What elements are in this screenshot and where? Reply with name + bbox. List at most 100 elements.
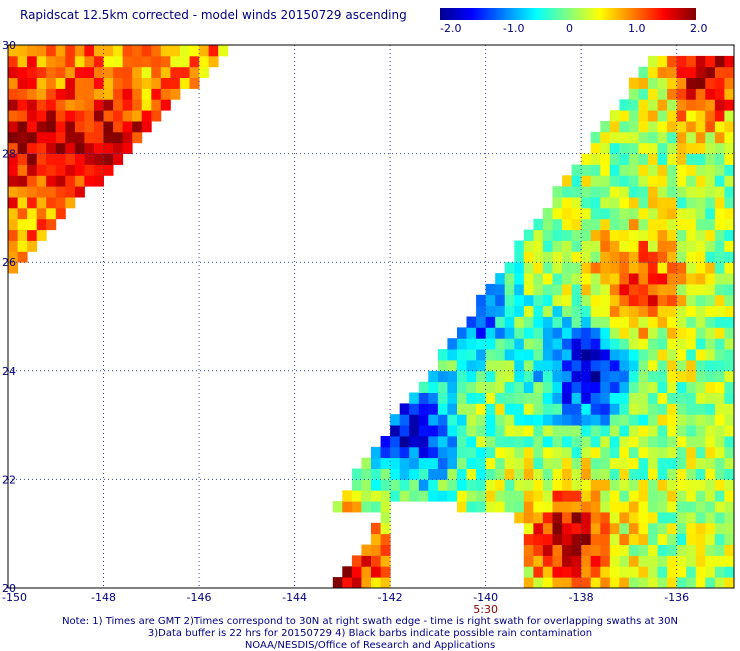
- heatmap-cell: [74, 88, 85, 100]
- heatmap-cell: [55, 142, 66, 154]
- heatmap-cell: [552, 283, 563, 296]
- heatmap-cell: [27, 218, 38, 231]
- heatmap-cell: [542, 370, 553, 383]
- heatmap-cell: [504, 327, 515, 339]
- heatmap-cell: [533, 544, 544, 556]
- heatmap-cell: [27, 153, 38, 165]
- heatmap-cell: [724, 468, 735, 480]
- heatmap-cell: [667, 327, 678, 339]
- heatmap-cell: [542, 207, 553, 220]
- heatmap-cell: [562, 501, 573, 513]
- heatmap-cell: [686, 512, 697, 524]
- heatmap-cell: [695, 251, 706, 263]
- heatmap-cell: [619, 425, 630, 437]
- heatmap-cell: [648, 55, 658, 68]
- heatmap-cell: [705, 142, 716, 154]
- heatmap-cell: [648, 370, 658, 383]
- heatmap-cell: [619, 142, 630, 154]
- heatmap-cell: [724, 283, 735, 296]
- heatmap-cell: [638, 392, 649, 404]
- heatmap-cell: [571, 359, 582, 372]
- heatmap-cell: [533, 512, 544, 524]
- heatmap-cell: [657, 207, 668, 220]
- heatmap-cell: [657, 501, 668, 513]
- heatmap-cell: [714, 512, 725, 524]
- heatmap-cell: [485, 283, 496, 296]
- heatmap-cell: [590, 131, 601, 144]
- y-tick-label: 22: [2, 473, 16, 486]
- heatmap-cell: [714, 436, 725, 448]
- heatmap-cell: [676, 555, 687, 567]
- heatmap-cell: [600, 381, 611, 393]
- heatmap-cell: [466, 359, 477, 372]
- heatmap-cell: [648, 251, 658, 263]
- heatmap-cell: [609, 468, 620, 480]
- heatmap-cell: [695, 555, 706, 567]
- heatmap-cell: [36, 66, 47, 78]
- heatmap-cell: [657, 522, 668, 535]
- heatmap-cell: [122, 77, 133, 89]
- heatmap-cell: [94, 142, 104, 154]
- heatmap-cell: [714, 153, 725, 165]
- heatmap-cell: [371, 533, 381, 545]
- heatmap-cell: [714, 305, 725, 317]
- heatmap-cell: [724, 403, 735, 415]
- heatmap-cell: [695, 403, 706, 415]
- heatmap-cell: [600, 436, 611, 448]
- heatmap-cell: [552, 370, 563, 383]
- heatmap-cell: [667, 66, 678, 78]
- heatmap-cell: [141, 45, 152, 57]
- heatmap-cell: [94, 164, 104, 176]
- heatmap-cell: [533, 555, 544, 567]
- heatmap-cell: [476, 294, 487, 307]
- heatmap-cell: [581, 490, 592, 502]
- heatmap-cell: [667, 512, 678, 524]
- heatmap-cell: [514, 305, 525, 317]
- heatmap-cell: [590, 414, 601, 426]
- heatmap-cell: [724, 251, 735, 263]
- heatmap-cell: [533, 566, 544, 578]
- heatmap-cell: [686, 501, 697, 513]
- heatmap-cell: [714, 446, 725, 459]
- heatmap-cell: [523, 555, 534, 567]
- heatmap-cell: [514, 349, 525, 361]
- heatmap-cell: [676, 55, 687, 68]
- heatmap-cell: [361, 566, 372, 578]
- heatmap-cell: [667, 218, 678, 231]
- heatmap-cell: [648, 392, 658, 404]
- heatmap-cell: [533, 577, 544, 589]
- heatmap-cell: [667, 197, 678, 209]
- heatmap-cell: [590, 436, 601, 448]
- heatmap-cell: [94, 99, 104, 111]
- y-tick-label: 24: [2, 365, 16, 378]
- heatmap-cell: [571, 251, 582, 263]
- heatmap-cell: [667, 55, 678, 68]
- heatmap-cell: [714, 251, 725, 263]
- heatmap-cell: [609, 273, 620, 285]
- heatmap-cell: [571, 425, 582, 437]
- heatmap-cell: [46, 55, 57, 68]
- heatmap-cell: [628, 392, 639, 404]
- heatmap-cell: [504, 446, 515, 459]
- heatmap-cell: [113, 121, 124, 133]
- heatmap-cell: [523, 229, 534, 241]
- heatmap-cell: [619, 414, 630, 426]
- heatmap-cell: [84, 153, 95, 165]
- heatmap-cell: [36, 197, 47, 209]
- heatmap-cell: [552, 512, 563, 524]
- heatmap-cell: [590, 197, 601, 209]
- heatmap-cell: [457, 327, 467, 339]
- heatmap-cell: [600, 446, 611, 459]
- heatmap-cell: [638, 457, 649, 469]
- heatmap-cell: [705, 229, 716, 241]
- heatmap-cell: [380, 457, 391, 469]
- heatmap-cell: [676, 99, 687, 111]
- heatmap-cell: [476, 436, 487, 448]
- heatmap-cell: [648, 110, 658, 122]
- heatmap-cell: [638, 121, 649, 133]
- heatmap-cell: [542, 457, 553, 469]
- heatmap-cell: [399, 425, 410, 437]
- heatmap-cell: [714, 66, 725, 78]
- heatmap-cell: [17, 251, 28, 263]
- heatmap-cell: [695, 359, 706, 372]
